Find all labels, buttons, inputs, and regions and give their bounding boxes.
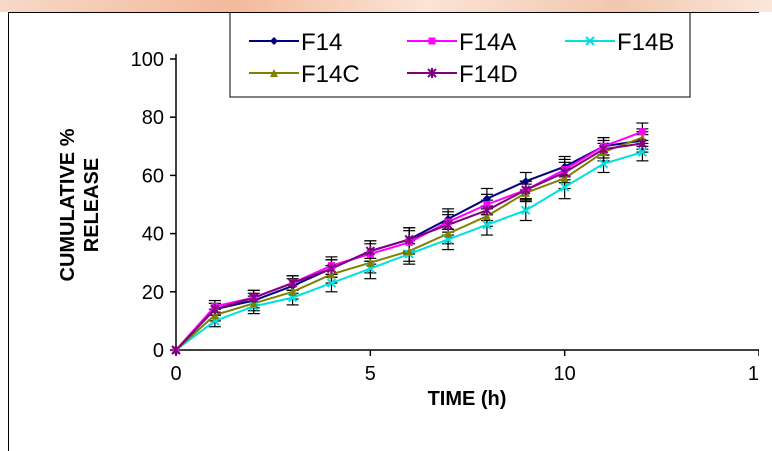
data-point-f14c	[638, 133, 647, 142]
y-tick-label: 80	[142, 107, 164, 129]
data-point-f14d	[637, 138, 648, 149]
data-point-f14c	[560, 174, 569, 183]
data-point-f14d	[559, 167, 570, 178]
legend: F14 F14A F14B F14C F14D	[229, 13, 691, 98]
data-point-f14b	[559, 182, 570, 192]
x-tick-label: 0	[170, 363, 181, 385]
data-point-f14c	[249, 299, 258, 308]
data-point-f14d	[171, 345, 181, 355]
data-point-f14b	[521, 205, 531, 216]
x-tick-label: 10	[554, 363, 576, 385]
y-tick-label: 40	[142, 224, 164, 246]
data-point-f14c	[405, 247, 414, 256]
x-tick-label: 5	[365, 363, 376, 385]
data-point-f14d	[365, 246, 376, 257]
legend-label-f14d: F14D	[459, 61, 518, 88]
series-markers	[171, 128, 648, 355]
data-point-f14	[521, 177, 530, 186]
data-point-f14d	[521, 184, 531, 195]
data-point-f14d	[482, 205, 492, 216]
legend-item-f14d: F14D	[407, 61, 518, 88]
data-point-f14b	[598, 159, 609, 169]
legend-swatch-marker	[270, 37, 278, 45]
y-axis-title-line: CUMULATIVE %	[57, 128, 79, 281]
data-point-f14d	[326, 263, 337, 274]
y-tick-label: 100	[131, 49, 164, 71]
data-point-f14d	[287, 278, 298, 289]
y-tick-label: 0	[153, 340, 164, 362]
data-point-f14c	[444, 229, 453, 238]
data-point-f14d	[598, 144, 609, 155]
legend-swatch-marker	[427, 68, 437, 78]
line-chart: 0 20 40 60 80 100 0 5 10 15 TIME (h) CUMULATIVE %…	[57, 13, 759, 410]
chart-frame: 0 20 40 60 80 100 0 5 10 15 TIME (h) CUMULATIVE %…	[8, 12, 759, 451]
axes	[170, 54, 759, 356]
data-point-f14d	[443, 219, 453, 230]
data-point-f14c	[288, 287, 297, 296]
data-point-f14	[482, 194, 491, 203]
x-axis-title: TIME (h)	[428, 388, 507, 410]
data-point-f14c	[327, 270, 336, 279]
legend-swatch-marker	[270, 69, 278, 77]
legend-label-f14c: F14C	[301, 61, 360, 88]
y-axis-title: CUMULATIVE % RELEASE	[57, 128, 103, 281]
legend-item-f14a: F14A	[407, 29, 516, 56]
data-point-f14d	[210, 304, 220, 315]
legend-item-f14c: F14C	[249, 61, 360, 88]
data-point-f14d	[404, 234, 414, 245]
legend-label-f14a: F14A	[459, 29, 516, 56]
data-point-f14c	[366, 258, 375, 267]
legend-item-f14: F14	[249, 29, 342, 56]
data-point-f14b	[637, 147, 648, 157]
x-tick-label: 15	[748, 363, 759, 385]
data-point-f14c	[210, 311, 219, 320]
data-point-f14a	[483, 201, 491, 208]
data-point-f14a	[638, 128, 646, 136]
background-band	[0, 0, 772, 12]
legend-label-f14: F14	[301, 29, 342, 56]
y-tick-label: 60	[142, 165, 164, 187]
legend-swatch-marker	[428, 37, 436, 45]
y-axis-title-line: RELEASE	[81, 158, 103, 252]
data-point-f14b	[326, 278, 337, 288]
legend-item-f14b: F14B	[565, 29, 674, 56]
legend-label-f14b: F14B	[617, 29, 674, 56]
y-tick-label: 20	[142, 282, 164, 304]
legend-swatch-marker	[585, 36, 595, 46]
data-point-f14c	[482, 212, 491, 221]
data-point-f14b	[482, 220, 492, 230]
tick-labels: 0 20 40 60 80 100 0 5 10 15	[131, 49, 759, 385]
data-point-f14d	[249, 292, 259, 303]
legend-box	[229, 13, 691, 98]
